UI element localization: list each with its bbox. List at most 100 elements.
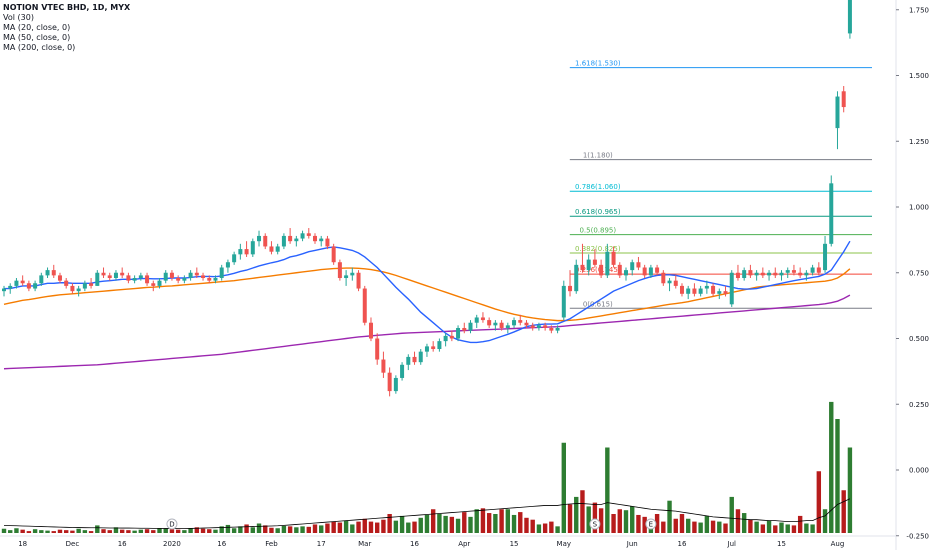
candle-body[interactable]: [319, 238, 324, 242]
legend-ma200[interactable]: MA (200, close, 0): [3, 43, 76, 52]
candle-body[interactable]: [617, 264, 622, 276]
candle-body[interactable]: [661, 272, 666, 284]
candle-body[interactable]: [816, 267, 821, 273]
candle-body[interactable]: [829, 183, 834, 244]
candle-body[interactable]: [39, 275, 44, 284]
candle-body[interactable]: [70, 285, 75, 292]
candle-body[interactable]: [325, 238, 330, 247]
legend-ma50[interactable]: MA (50, close, 0): [3, 33, 71, 42]
candle-body[interactable]: [275, 246, 280, 252]
candle-body[interactable]: [487, 320, 492, 326]
candle-body[interactable]: [95, 272, 100, 286]
candle-body[interactable]: [169, 272, 174, 279]
ma50-line[interactable]: [3, 267, 851, 322]
candle-body[interactable]: [512, 320, 517, 326]
candle-body[interactable]: [306, 233, 311, 236]
candle-body[interactable]: [748, 270, 753, 276]
ma20-line[interactable]: [4, 240, 851, 344]
candle-body[interactable]: [474, 317, 479, 323]
candle-body[interactable]: [624, 270, 628, 276]
candle-body[interactable]: [14, 280, 19, 286]
candle-body[interactable]: [257, 235, 262, 242]
candle-body[interactable]: [331, 246, 336, 263]
candle-body[interactable]: [711, 285, 716, 294]
candle-body[interactable]: [549, 327, 554, 331]
candle-body[interactable]: [151, 283, 156, 286]
candle-body[interactable]: [412, 356, 417, 363]
candle-body[interactable]: [605, 251, 610, 276]
event-marker-e[interactable]: [645, 518, 657, 530]
candle-body[interactable]: [499, 322, 504, 328]
candle-body[interactable]: [630, 262, 635, 271]
candle-body[interactable]: [580, 264, 585, 271]
candle-body[interactable]: [847, 0, 852, 34]
candle-body[interactable]: [362, 288, 367, 323]
candle-body[interactable]: [729, 272, 734, 305]
candle-body[interactable]: [76, 288, 81, 292]
candle-body[interactable]: [611, 251, 616, 265]
candle-body[interactable]: [294, 238, 299, 242]
candle-body[interactable]: [592, 259, 597, 265]
candle-body[interactable]: [524, 322, 529, 326]
candle-body[interactable]: [375, 338, 380, 360]
candle-body[interactable]: [406, 356, 411, 365]
candle-body[interactable]: [244, 249, 249, 255]
candle-body[interactable]: [742, 270, 747, 279]
candle-body[interactable]: [835, 96, 840, 129]
candle-body[interactable]: [194, 272, 199, 276]
candle-body[interactable]: [810, 267, 815, 273]
candle-body[interactable]: [760, 272, 765, 276]
candle-body[interactable]: [45, 270, 50, 276]
candle-body[interactable]: [120, 272, 125, 276]
candle-body[interactable]: [667, 280, 672, 284]
candle-body[interactable]: [232, 254, 237, 263]
candle-body[interactable]: [599, 264, 604, 276]
candle-body[interactable]: [89, 283, 94, 286]
candle-body[interactable]: [182, 278, 187, 281]
candle-body[interactable]: [356, 272, 361, 289]
candle-body[interactable]: [568, 285, 573, 292]
candle-body[interactable]: [773, 272, 778, 276]
candle-body[interactable]: [456, 327, 461, 339]
candle-body[interactable]: [238, 249, 243, 255]
legend-vol[interactable]: Vol (30): [3, 13, 34, 22]
candle-body[interactable]: [779, 272, 784, 276]
candle-body[interactable]: [698, 288, 703, 294]
candle-body[interactable]: [798, 272, 803, 276]
candle-body[interactable]: [57, 275, 62, 281]
candle-body[interactable]: [791, 270, 796, 273]
candle-body[interactable]: [176, 278, 181, 281]
candle-body[interactable]: [518, 320, 523, 323]
candle-body[interactable]: [26, 283, 31, 289]
candle-body[interactable]: [344, 275, 349, 279]
candle-body[interactable]: [157, 280, 162, 286]
candle-body[interactable]: [337, 262, 342, 279]
candle-body[interactable]: [368, 322, 373, 339]
candle-body[interactable]: [841, 91, 846, 108]
candle-body[interactable]: [400, 364, 405, 378]
candle-body[interactable]: [263, 235, 268, 247]
candle-body[interactable]: [281, 235, 286, 247]
candle-body[interactable]: [113, 272, 118, 279]
candle-body[interactable]: [381, 359, 386, 373]
candle-body[interactable]: [493, 322, 498, 326]
candle-body[interactable]: [431, 346, 436, 350]
candle-body[interactable]: [201, 275, 206, 279]
candle-body[interactable]: [33, 283, 38, 289]
candle-body[interactable]: [679, 285, 684, 294]
candle-body[interactable]: [101, 272, 106, 276]
legend-ma20[interactable]: MA (20, close, 0): [3, 23, 71, 32]
candle-body[interactable]: [767, 272, 772, 276]
candle-body[interactable]: [350, 272, 355, 276]
candle-body[interactable]: [207, 278, 212, 281]
candle-body[interactable]: [300, 233, 305, 239]
candle-body[interactable]: [555, 327, 560, 331]
candle-body[interactable]: [145, 275, 150, 284]
candle-body[interactable]: [20, 280, 25, 284]
candle-body[interactable]: [313, 235, 317, 242]
candle-body[interactable]: [480, 317, 485, 321]
candle-body[interactable]: [449, 335, 454, 339]
candle-body[interactable]: [82, 283, 87, 289]
